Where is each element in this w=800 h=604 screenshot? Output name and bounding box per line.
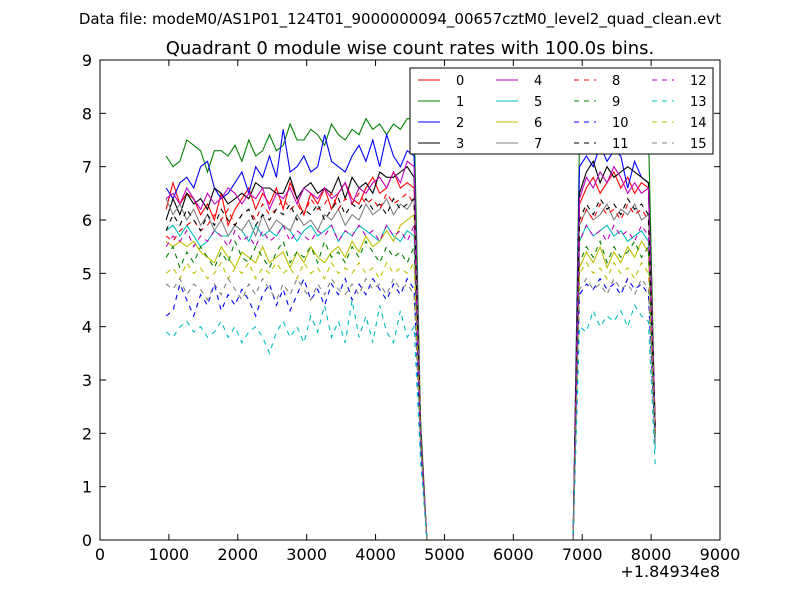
legend-label-11: 11	[612, 137, 629, 152]
x-tick-label: 4000	[355, 545, 396, 564]
y-tick-label: 7	[82, 158, 92, 177]
y-tick-label: 2	[82, 424, 92, 443]
x-tick-label: 6000	[493, 545, 534, 564]
legend-label-4: 4	[534, 74, 542, 89]
axes-layer: 0 1000 2000 3000 4000 5000 6000 7000 8000 9000012…	[82, 51, 741, 564]
x-tick-label: 8000	[631, 545, 672, 564]
legend-label-6: 6	[534, 116, 542, 131]
y-tick-label: 1	[82, 478, 92, 497]
data-file-header: Data file: modeM0/AS1P01_124T01_90000000…	[79, 10, 721, 29]
y-tick-label: 0	[82, 531, 92, 550]
legend-label-0: 0	[456, 74, 464, 89]
x-tick-label: 3000	[286, 545, 327, 564]
y-tick-label: 5	[82, 264, 92, 283]
legend-label-10: 10	[612, 116, 629, 131]
legend-label-15: 15	[690, 137, 707, 152]
x-tick-label: 9000	[700, 545, 741, 564]
x-tick-label: 0	[95, 545, 105, 564]
y-tick-label: 4	[82, 318, 92, 337]
legend-label-3: 3	[456, 137, 464, 152]
legend-label-13: 13	[690, 95, 707, 110]
legend-label-14: 14	[690, 116, 707, 131]
legend-label-2: 2	[456, 116, 464, 131]
y-tick-label: 9	[82, 51, 92, 70]
x-tick-label: 2000	[217, 545, 258, 564]
x-tick-label: 1000	[149, 545, 190, 564]
legend-label-8: 8	[612, 74, 620, 89]
y-tick-label: 6	[82, 211, 92, 230]
legend-box	[409, 67, 714, 155]
legend-label-1: 1	[456, 95, 464, 110]
legend-label-9: 9	[612, 95, 620, 110]
legend-label-7: 7	[534, 137, 542, 152]
series-line-15	[165, 277, 656, 541]
y-tick-label: 8	[82, 104, 92, 123]
legend-label-5: 5	[534, 95, 542, 110]
x-offset-label: +1.84934e8	[620, 562, 720, 581]
axes-frame	[99, 59, 721, 541]
y-tick-label: 3	[82, 371, 92, 390]
x-tick-label: 7000	[562, 545, 603, 564]
legend-label-12: 12	[690, 74, 707, 89]
chart-title: Quadrant 0 module wise count rates with …	[166, 38, 655, 59]
x-tick-label: 5000	[424, 545, 465, 564]
